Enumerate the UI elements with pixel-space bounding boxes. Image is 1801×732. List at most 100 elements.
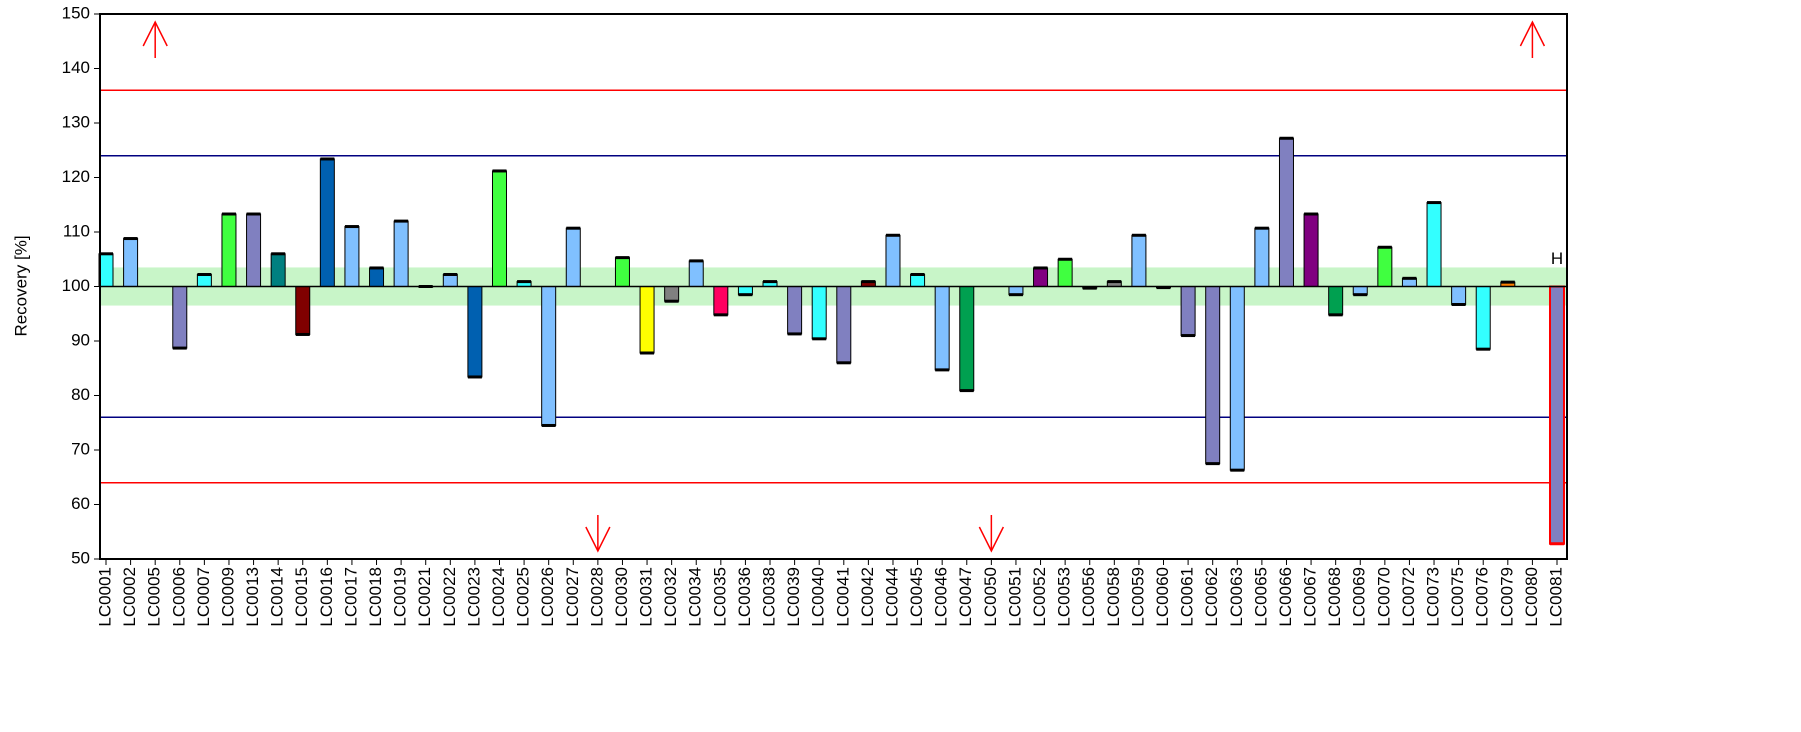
x-tick-label: LC0079 bbox=[1497, 567, 1516, 627]
bar bbox=[98, 253, 114, 288]
x-tick-label: LC0072 bbox=[1399, 567, 1418, 627]
bar bbox=[1033, 267, 1049, 288]
bar bbox=[787, 286, 803, 335]
x-tick-label: LC0014 bbox=[268, 567, 287, 627]
x-tick-label: LC0044 bbox=[882, 567, 901, 627]
bar bbox=[836, 286, 852, 364]
x-tick-label: LC0016 bbox=[317, 567, 336, 627]
bar bbox=[1180, 286, 1196, 337]
x-tick-label: LC0076 bbox=[1473, 567, 1492, 627]
x-tick-label: LC0068 bbox=[1325, 567, 1344, 627]
x-tick-label: LC0056 bbox=[1079, 567, 1098, 627]
bar bbox=[467, 286, 483, 378]
x-tick-label: LC0002 bbox=[120, 567, 139, 627]
bar bbox=[221, 213, 237, 287]
bar bbox=[885, 234, 901, 288]
x-tick-label: LC0026 bbox=[538, 567, 557, 627]
bar bbox=[196, 274, 212, 288]
x-tick-label: LC0018 bbox=[366, 567, 385, 627]
x-tick-label: LC0009 bbox=[218, 567, 237, 627]
x-tick-label: LC0021 bbox=[415, 567, 434, 627]
bar bbox=[811, 286, 827, 340]
bar bbox=[1057, 258, 1073, 287]
x-tick-label: LC0051 bbox=[1005, 567, 1024, 627]
x-tick-label: LC0069 bbox=[1350, 567, 1369, 627]
x-tick-label: LC0023 bbox=[464, 567, 483, 627]
x-tick-label: LC0032 bbox=[661, 567, 680, 627]
y-tick-label: 150 bbox=[62, 3, 90, 22]
x-tick-label: LC0046 bbox=[932, 567, 951, 627]
x-tick-label: LC0017 bbox=[341, 567, 360, 627]
off-scale-arrow-head bbox=[1519, 20, 1546, 47]
bar bbox=[1205, 286, 1221, 465]
x-tick-label: LC0075 bbox=[1448, 567, 1467, 627]
x-tick-label: LC0040 bbox=[809, 567, 828, 627]
x-tick-label: LC0063 bbox=[1227, 567, 1246, 627]
x-tick-label: LC0030 bbox=[612, 567, 631, 627]
bar bbox=[1303, 213, 1319, 287]
bar bbox=[270, 253, 286, 288]
y-tick-label: 60 bbox=[71, 494, 90, 513]
x-tick-label: LC0015 bbox=[292, 567, 311, 627]
x-tick-label: LC0052 bbox=[1030, 567, 1049, 627]
bar bbox=[1451, 286, 1467, 305]
y-tick-label: 110 bbox=[63, 221, 90, 240]
bar bbox=[1229, 286, 1245, 471]
bar bbox=[442, 274, 458, 288]
bar bbox=[1426, 202, 1442, 288]
x-tick-label: LC0081 bbox=[1546, 567, 1565, 627]
bar bbox=[1278, 137, 1294, 287]
bar bbox=[688, 260, 704, 288]
x-tick-label: LC0013 bbox=[243, 567, 262, 627]
x-tick-label: LC0042 bbox=[858, 567, 877, 627]
x-tick-label: LC0070 bbox=[1374, 567, 1393, 627]
bar bbox=[713, 286, 729, 316]
bar bbox=[344, 226, 360, 288]
bar bbox=[639, 286, 655, 354]
x-tick-label: LC0080 bbox=[1522, 567, 1541, 627]
x-tick-label: LC0041 bbox=[833, 567, 852, 627]
bar bbox=[393, 220, 409, 288]
x-tick-label: LC0022 bbox=[440, 567, 459, 627]
x-tick-label: LC0058 bbox=[1104, 567, 1123, 627]
y-tick-label: 70 bbox=[71, 439, 90, 458]
x-tick-label: LC0060 bbox=[1153, 567, 1172, 627]
bar bbox=[369, 267, 385, 288]
x-tick-label: LC0038 bbox=[760, 567, 779, 627]
x-tick-label: LC0050 bbox=[981, 567, 1000, 627]
x-tick-label: LC0045 bbox=[907, 567, 926, 627]
y-tick-label: 90 bbox=[71, 330, 90, 349]
x-tick-label: LC0035 bbox=[710, 567, 729, 627]
off-scale-arrow-head bbox=[585, 526, 611, 553]
off-scale-arrow-head bbox=[978, 526, 1005, 553]
plot-frame bbox=[99, 13, 1568, 560]
bar bbox=[1377, 246, 1393, 287]
x-tick-label: LC0039 bbox=[784, 567, 803, 627]
x-tick-label: LC0062 bbox=[1202, 567, 1221, 627]
bar bbox=[565, 227, 581, 287]
x-tick-label: LC0005 bbox=[145, 567, 164, 627]
bar bbox=[295, 286, 311, 335]
bar bbox=[959, 286, 975, 392]
bar bbox=[910, 274, 926, 288]
x-tick-label: LC0027 bbox=[563, 567, 582, 627]
bar bbox=[934, 286, 950, 371]
y-tick-label: 130 bbox=[62, 112, 90, 131]
x-tick-label: LC0001 bbox=[95, 567, 114, 627]
bar bbox=[172, 286, 188, 349]
bar bbox=[123, 238, 139, 287]
bar bbox=[664, 286, 680, 302]
bar bbox=[491, 170, 507, 288]
x-tick-label: LC0061 bbox=[1178, 567, 1197, 627]
highlight-label: H bbox=[1551, 249, 1563, 268]
bar bbox=[1328, 286, 1344, 316]
y-tick-label: 140 bbox=[62, 58, 90, 77]
x-tick-label: LC0034 bbox=[686, 567, 705, 627]
y-tick-label: 50 bbox=[71, 548, 90, 567]
x-tick-label: LC0024 bbox=[489, 567, 508, 627]
x-tick-label: LC0073 bbox=[1424, 567, 1443, 627]
bar bbox=[1549, 285, 1565, 545]
x-tick-label: LC0006 bbox=[169, 567, 188, 627]
